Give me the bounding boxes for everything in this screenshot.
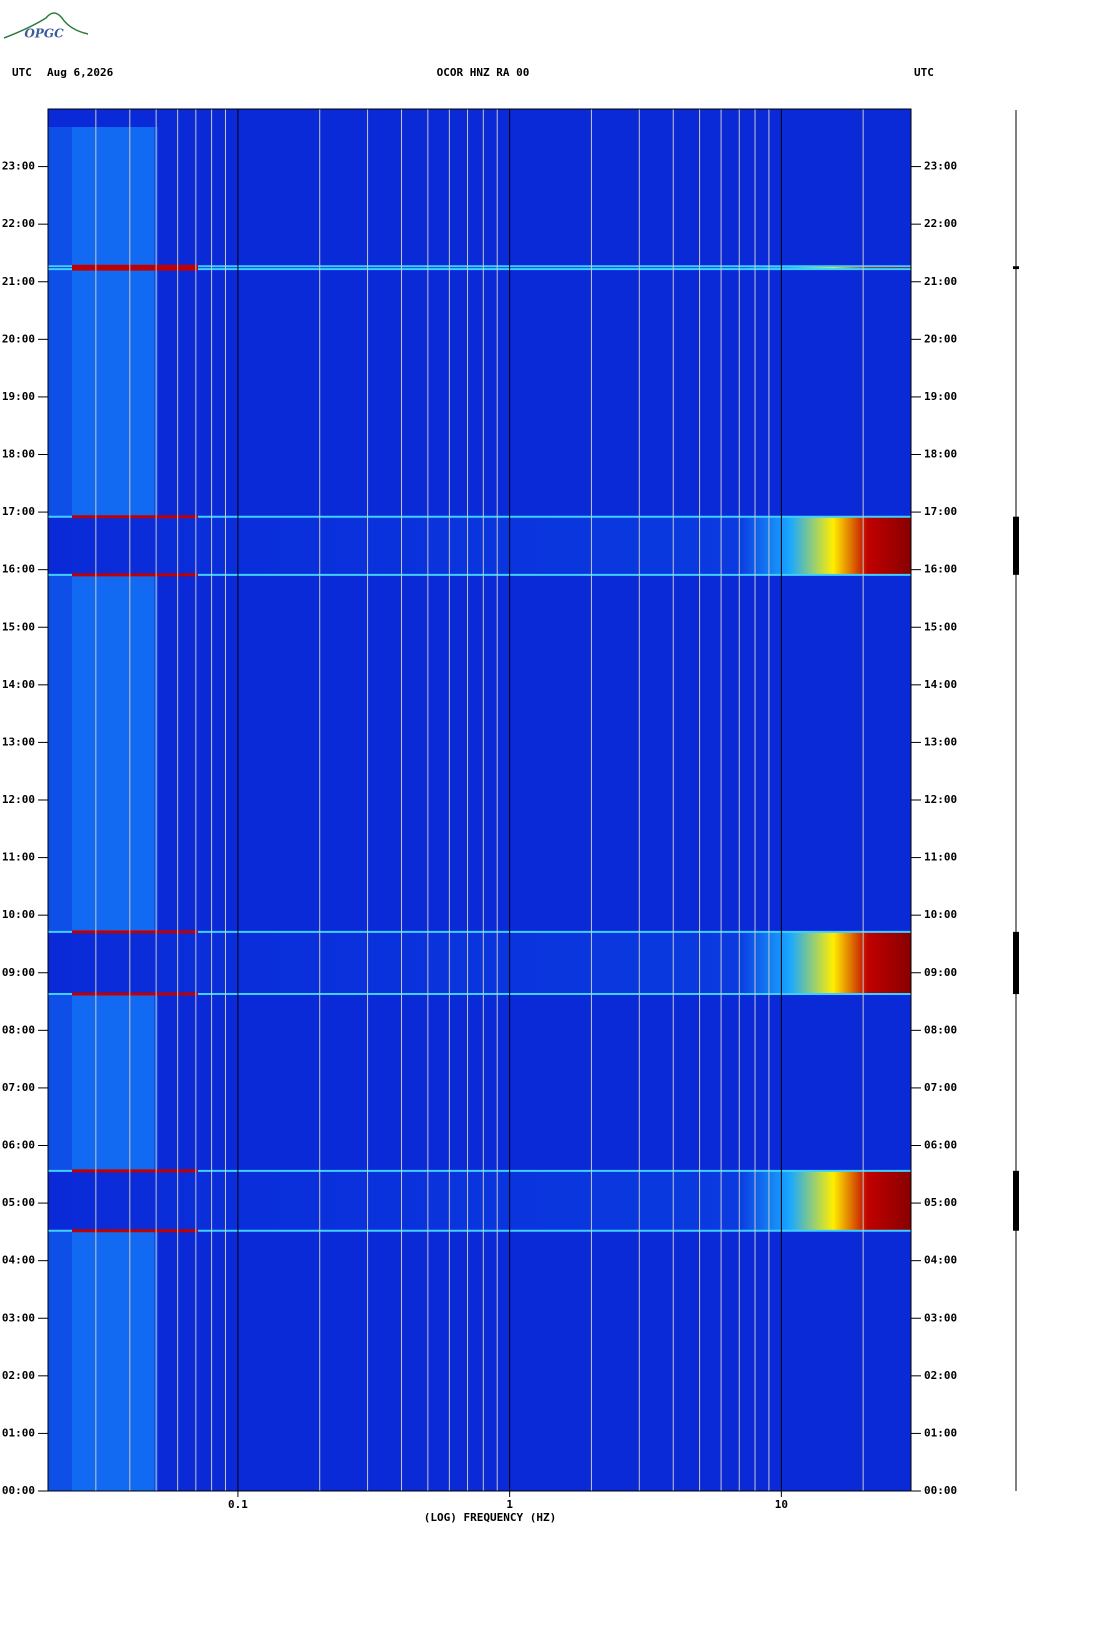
y-tick-label: 19:00: [2, 390, 35, 403]
y-tick-label: 03:00: [924, 1311, 957, 1324]
y-tick-label: 01:00: [2, 1426, 35, 1439]
event-band: [48, 516, 911, 575]
y-tick-label: 14:00: [2, 678, 35, 691]
event-band: [48, 931, 911, 995]
header-zone: UTC: [914, 66, 934, 79]
trace-burst: [1013, 1170, 1019, 1231]
y-tick-label: 09:00: [924, 966, 957, 979]
y-tick-label: 00:00: [2, 1484, 35, 1497]
y-tick-label: 20:00: [924, 332, 957, 345]
y-tick-label: 13:00: [924, 735, 957, 748]
y-tick-label: 22:00: [924, 217, 957, 230]
y-tick-label: 18:00: [2, 448, 35, 461]
y-tick-label: 21:00: [924, 275, 957, 288]
y-tick-label: 15:00: [924, 620, 957, 633]
y-tick-label: 05:00: [2, 1196, 35, 1209]
y-tick-label: 13:00: [2, 735, 35, 748]
y-tick-label: 06:00: [2, 1139, 35, 1152]
y-tick-label: 17:00: [2, 505, 35, 518]
y-tick-label: 23:00: [924, 160, 957, 173]
trace-burst: [1013, 931, 1019, 995]
y-tick-label: 10:00: [2, 908, 35, 921]
y-tick-label: 18:00: [924, 448, 957, 461]
trace-burst: [1013, 266, 1019, 270]
y-tick-label: 07:00: [2, 1081, 35, 1094]
y-tick-label: 06:00: [924, 1139, 957, 1152]
y-tick-label: 12:00: [2, 793, 35, 806]
y-tick-label: 17:00: [924, 505, 957, 518]
low-frequency-shade: [48, 127, 158, 1491]
y-tick-label: 11:00: [924, 851, 957, 864]
low-frequency-shade: [72, 127, 154, 1491]
event-band: [48, 266, 911, 270]
y-tick-label: 02:00: [924, 1369, 957, 1382]
y-tick-label: 08:00: [2, 1023, 35, 1036]
header-date: Aug 6,2026: [47, 66, 114, 79]
x-axis-title: (LOG) FREQUENCY (HZ): [424, 1511, 556, 1524]
y-tick-label: 14:00: [924, 678, 957, 691]
y-tick-label: 16:00: [2, 563, 35, 576]
y-tick-label: 00:00: [924, 1484, 957, 1497]
chart-title: OCOR HNZ RA 00: [437, 66, 530, 79]
y-tick-label: 09:00: [2, 966, 35, 979]
y-tick-label: 01:00: [924, 1426, 957, 1439]
y-tick-label: 23:00: [2, 160, 35, 173]
trace-burst: [1013, 516, 1019, 575]
y-tick-label: 04:00: [924, 1254, 957, 1267]
event-band: [48, 1170, 911, 1231]
x-tick-label: 10: [775, 1498, 788, 1511]
y-tick-label: 05:00: [924, 1196, 957, 1209]
y-tick-label: 20:00: [2, 332, 35, 345]
logo: OPGC: [24, 27, 64, 41]
spectrogram-background: [48, 109, 911, 1491]
y-tick-label: 02:00: [2, 1369, 35, 1382]
y-tick-label: 08:00: [924, 1023, 957, 1036]
y-tick-label: 15:00: [2, 620, 35, 633]
y-tick-label: 04:00: [2, 1254, 35, 1267]
x-tick-label: 1: [506, 1498, 513, 1511]
y-tick-label: 07:00: [924, 1081, 957, 1094]
y-tick-label: 10:00: [924, 908, 957, 921]
x-tick-label: 0.1: [228, 1498, 248, 1511]
y-tick-label: 19:00: [924, 390, 957, 403]
header-zone: UTC: [12, 66, 32, 79]
y-tick-label: 21:00: [2, 275, 35, 288]
y-tick-label: 22:00: [2, 217, 35, 230]
y-tick-label: 11:00: [2, 851, 35, 864]
y-tick-label: 16:00: [924, 563, 957, 576]
logo-mark: [3, 12, 89, 39]
y-tick-label: 12:00: [924, 793, 957, 806]
y-tick-label: 03:00: [2, 1311, 35, 1324]
